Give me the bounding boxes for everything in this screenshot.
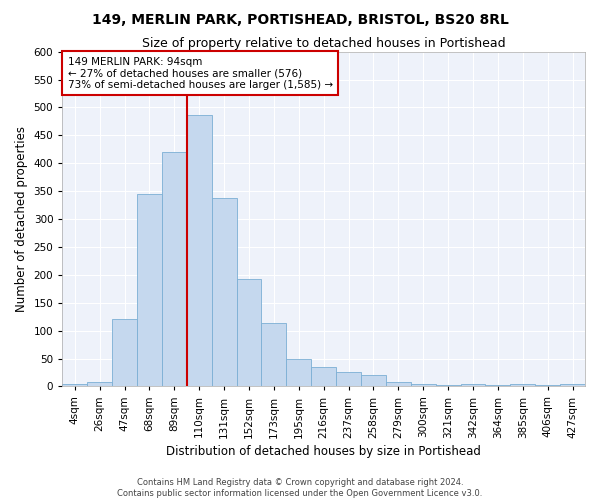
Bar bbox=[162, 152, 187, 386]
X-axis label: Distribution of detached houses by size in Portishead: Distribution of detached houses by size … bbox=[166, 444, 481, 458]
Bar bbox=[386, 382, 411, 386]
Bar bbox=[535, 384, 560, 386]
Y-axis label: Number of detached properties: Number of detached properties bbox=[15, 126, 28, 312]
Bar bbox=[262, 324, 286, 386]
Bar bbox=[336, 372, 361, 386]
Bar bbox=[411, 384, 436, 386]
Bar bbox=[187, 114, 212, 386]
Bar bbox=[286, 358, 311, 386]
Title: Size of property relative to detached houses in Portishead: Size of property relative to detached ho… bbox=[142, 38, 505, 51]
Bar bbox=[62, 384, 87, 386]
Text: 149 MERLIN PARK: 94sqm
← 27% of detached houses are smaller (576)
73% of semi-de: 149 MERLIN PARK: 94sqm ← 27% of detached… bbox=[68, 56, 332, 90]
Bar bbox=[511, 384, 535, 386]
Bar bbox=[212, 198, 236, 386]
Bar bbox=[112, 320, 137, 386]
Bar bbox=[87, 382, 112, 386]
Bar bbox=[560, 384, 585, 386]
Bar bbox=[311, 367, 336, 386]
Bar bbox=[236, 278, 262, 386]
Text: Contains HM Land Registry data © Crown copyright and database right 2024.
Contai: Contains HM Land Registry data © Crown c… bbox=[118, 478, 482, 498]
Bar bbox=[485, 384, 511, 386]
Bar bbox=[436, 384, 461, 386]
Text: 149, MERLIN PARK, PORTISHEAD, BRISTOL, BS20 8RL: 149, MERLIN PARK, PORTISHEAD, BRISTOL, B… bbox=[92, 12, 508, 26]
Bar bbox=[461, 384, 485, 386]
Bar bbox=[137, 194, 162, 386]
Bar bbox=[361, 375, 386, 386]
